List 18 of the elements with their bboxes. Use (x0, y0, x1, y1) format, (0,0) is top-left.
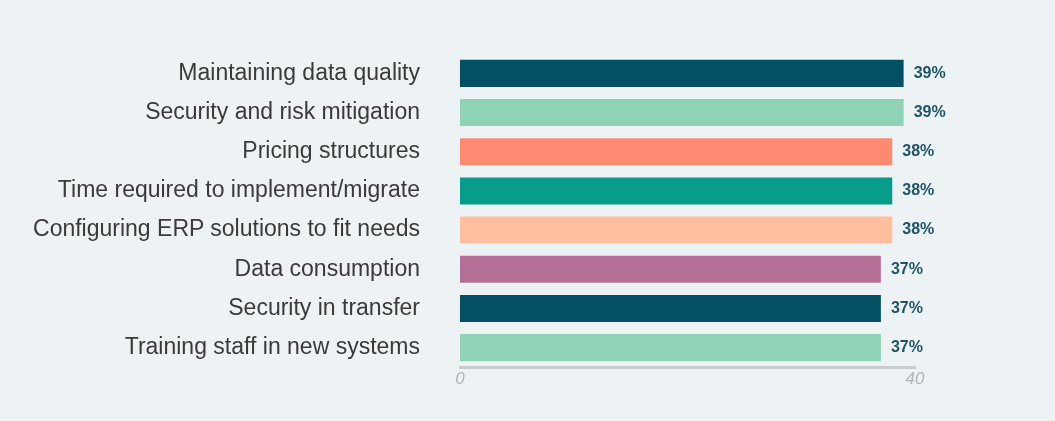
y-tick-label: Security and risk mitigation (145, 97, 420, 124)
y-tick-label: Security in transfer (228, 293, 421, 320)
data-label: 38% (902, 142, 935, 160)
data-label: 37% (890, 259, 923, 277)
data-label: 39% (913, 102, 946, 120)
x-tick-label: 40 (905, 369, 925, 389)
y-tick-label: Configuring ERP solutions to fit needs (33, 215, 420, 242)
data-label: 38% (902, 220, 935, 238)
y-tick-label: Training staff in new systems (124, 332, 420, 359)
data-label: 37% (890, 298, 923, 316)
y-tick-label: Pricing structures (242, 137, 420, 164)
x-tick-label: 0 (455, 369, 466, 389)
data-label: 38% (902, 181, 935, 199)
data-label: 39% (913, 63, 946, 81)
data-label: 37% (890, 338, 923, 356)
y-tick-label: Data consumption (234, 254, 420, 281)
y-tick-label: Time required to implement/migrate (57, 176, 420, 203)
y-tick-label: Maintaining data quality (178, 58, 421, 85)
